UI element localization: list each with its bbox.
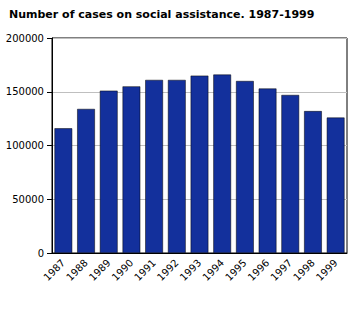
svg-text:200000: 200000 (6, 33, 44, 44)
svg-text:1998: 1998 (291, 257, 317, 283)
svg-text:1990: 1990 (110, 257, 136, 283)
svg-text:1988: 1988 (64, 257, 90, 283)
svg-text:100000: 100000 (6, 140, 44, 151)
svg-text:Number of cases on social assi: Number of cases on social assistance. 19… (9, 8, 314, 21)
svg-text:1992: 1992 (155, 257, 181, 283)
svg-text:1999: 1999 (314, 257, 340, 283)
svg-text:1997: 1997 (268, 257, 294, 283)
svg-text:1995: 1995 (223, 257, 249, 283)
svg-text:50000: 50000 (12, 194, 44, 205)
svg-text:0: 0 (38, 248, 44, 259)
svg-text:150000: 150000 (6, 86, 44, 97)
svg-text:1994: 1994 (200, 257, 226, 283)
svg-text:1989: 1989 (87, 257, 113, 283)
svg-text:1993: 1993 (178, 257, 204, 283)
svg-text:1996: 1996 (246, 257, 272, 283)
svg-text:1987: 1987 (41, 257, 67, 283)
svg-text:1991: 1991 (132, 257, 158, 283)
